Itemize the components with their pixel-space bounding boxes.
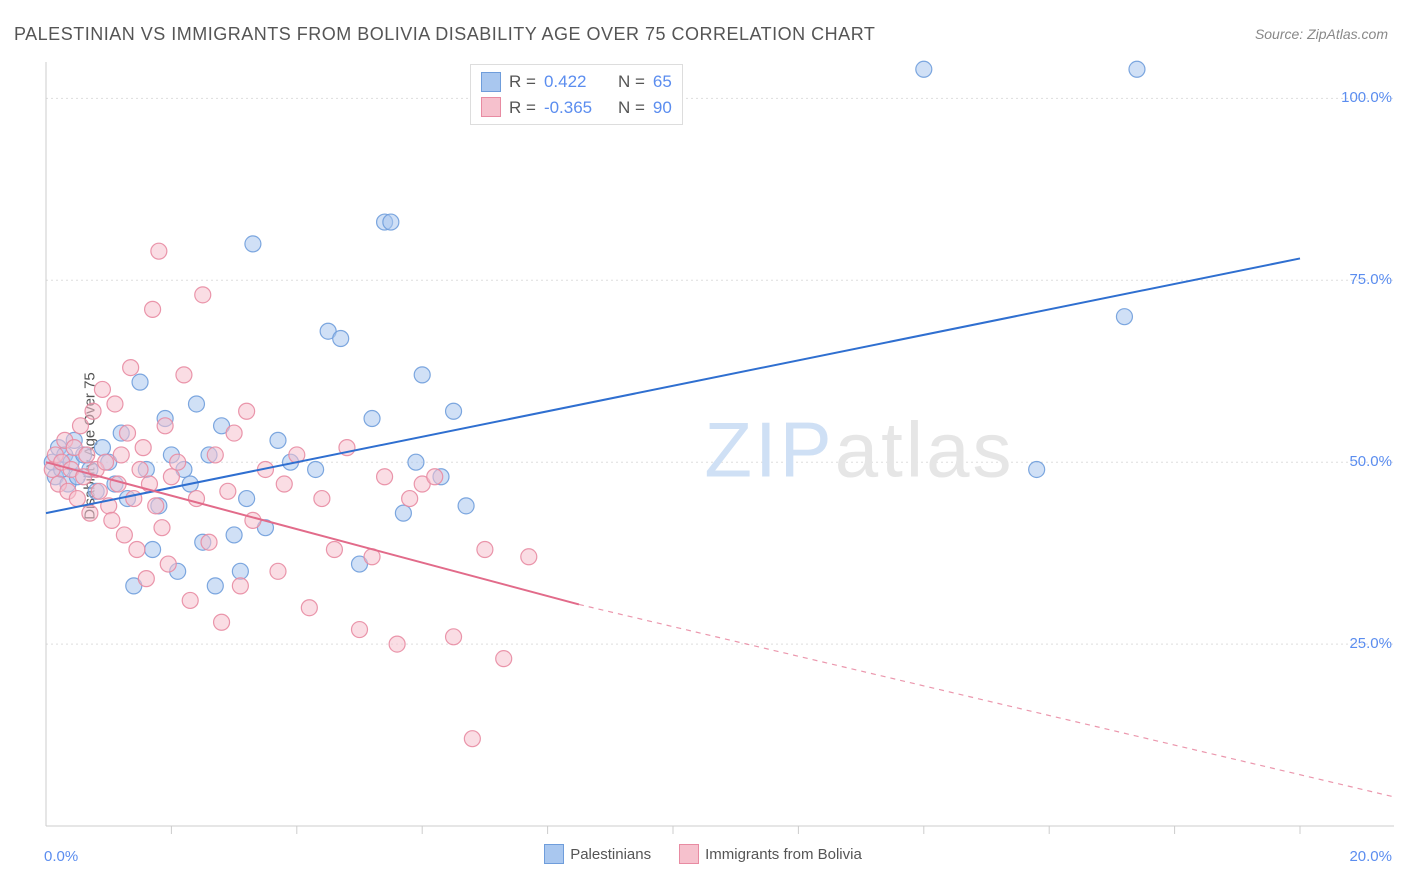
legend-row-palestinians: R = 0.422N = 65 bbox=[481, 69, 672, 95]
legend-swatch bbox=[481, 97, 501, 117]
svg-text:ZIPatlas: ZIPatlas bbox=[704, 406, 1014, 494]
y-tick-label: 75.0% bbox=[1349, 271, 1392, 288]
y-tick-label: 50.0% bbox=[1349, 453, 1392, 470]
legend-swatch bbox=[679, 844, 699, 864]
legend-row-bolivia: R = -0.365N = 90 bbox=[481, 95, 672, 121]
x-edge-label-left: 0.0% bbox=[44, 848, 78, 865]
scatter-plot: ZIPatlas bbox=[0, 0, 1406, 892]
correlation-legend: R = 0.422N = 65R = -0.365N = 90 bbox=[470, 64, 683, 125]
legend-swatch bbox=[481, 72, 501, 92]
legend-label: Palestinians bbox=[570, 846, 651, 863]
legend-swatch bbox=[544, 844, 564, 864]
legend-item-palestinians: Palestinians bbox=[544, 844, 651, 864]
legend-label: Immigrants from Bolivia bbox=[705, 846, 862, 863]
y-tick-label: 100.0% bbox=[1341, 89, 1392, 106]
x-edge-label-right: 20.0% bbox=[1349, 848, 1392, 865]
chart-container: { "title": "PALESTINIAN VS IMMIGRANTS FR… bbox=[0, 0, 1406, 892]
legend-item-bolivia: Immigrants from Bolivia bbox=[679, 844, 862, 864]
y-tick-label: 25.0% bbox=[1349, 635, 1392, 652]
series-legend: Palestinians Immigrants from Bolivia bbox=[0, 844, 1406, 878]
